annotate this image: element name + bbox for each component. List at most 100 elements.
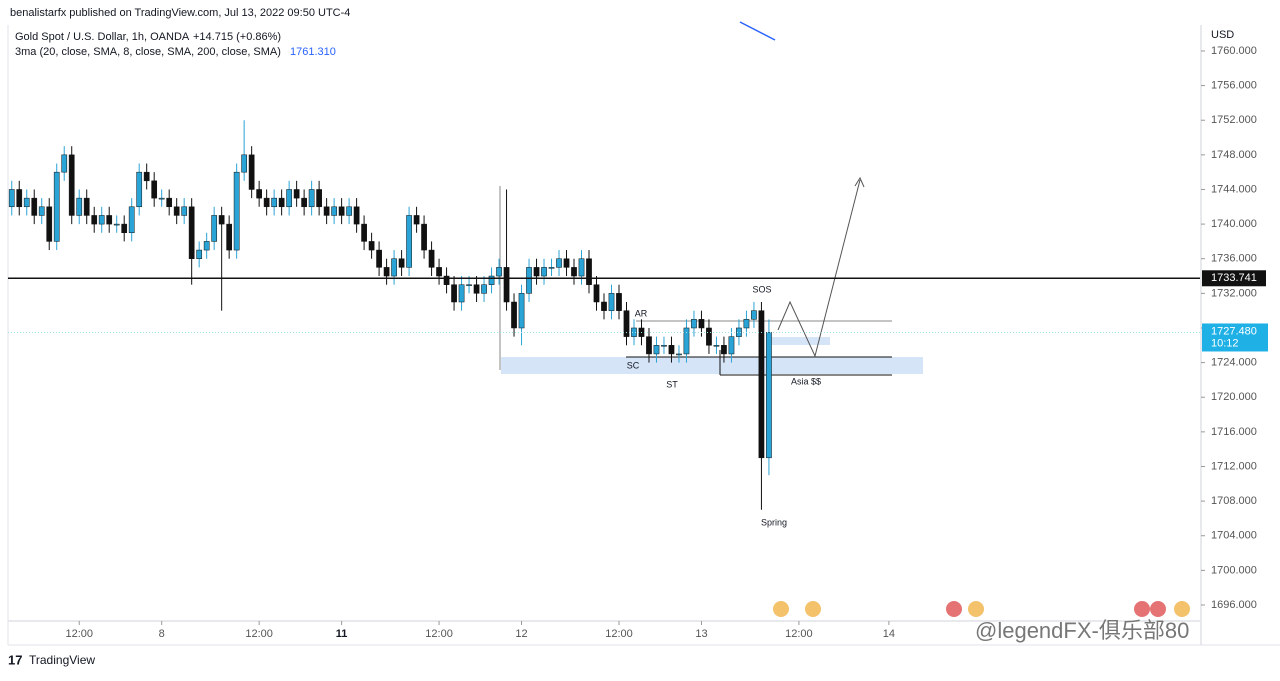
- candle-body: [46, 206, 53, 242]
- candle-body: [533, 267, 540, 277]
- candle-body: [676, 353, 682, 356]
- candle-body: [211, 215, 218, 242]
- watermark: @legendFX-俱乐部80: [975, 618, 1189, 643]
- candle-body: [758, 310, 765, 459]
- zone: [768, 337, 830, 345]
- x-tick-label: 12:00: [425, 628, 453, 640]
- candle-body: [113, 223, 120, 226]
- candle-body: [278, 197, 285, 208]
- x-tick-label: 12:00: [245, 628, 273, 640]
- candle-body: [61, 154, 68, 173]
- candle-body: [653, 345, 660, 355]
- candle-body: [301, 197, 307, 208]
- candle-body: [458, 284, 465, 303]
- last-price-label: 1727.480: [1211, 325, 1257, 337]
- candle-body: [428, 249, 435, 268]
- title: Gold Spot / U.S. Dollar, 1h, OANDA: [15, 31, 190, 43]
- candle-body: [286, 189, 292, 208]
- candle-body: [721, 345, 727, 355]
- candle-body: [241, 154, 248, 173]
- candle-body: [121, 223, 128, 234]
- candle-body: [451, 284, 457, 303]
- candle-body: [391, 258, 397, 277]
- candle-body: [578, 258, 585, 277]
- candle-body: [661, 345, 667, 347]
- annotation: Asia $$: [791, 376, 821, 386]
- candle-body: [698, 319, 705, 329]
- x-tick-label: 12:00: [785, 628, 813, 640]
- candle-body: [616, 293, 622, 311]
- candle-body: [23, 197, 30, 208]
- x-tick-label: 14: [883, 628, 895, 640]
- candle-body: [623, 310, 630, 337]
- x-tick-label: 11: [336, 628, 348, 640]
- currency: USD: [1211, 29, 1234, 41]
- event-icons: [773, 601, 1190, 617]
- candle-body: [728, 336, 735, 355]
- y-tick-label: 1712.000: [1211, 460, 1257, 472]
- y-tick-label: 1756.000: [1211, 80, 1257, 92]
- candle-body: [766, 332, 772, 459]
- ma-line: [739, 21, 776, 41]
- candle-body: [361, 223, 367, 242]
- annotation: Spring: [761, 517, 787, 527]
- candle-body: [196, 249, 203, 259]
- candle-body: [106, 215, 113, 225]
- y-tick-label: 1740.000: [1211, 218, 1257, 230]
- candle-body: [503, 267, 510, 303]
- candle-body: [91, 215, 98, 225]
- y-tick-label: 1760.000: [1211, 45, 1257, 57]
- candle-body: [308, 189, 315, 208]
- price-line-label: 1733.741: [1211, 272, 1257, 284]
- candle-body: [353, 206, 360, 225]
- candle-body: [166, 197, 173, 208]
- candle-body: [481, 284, 487, 294]
- candle-body: [556, 258, 562, 268]
- y-tick-label: 1696.000: [1211, 599, 1257, 611]
- candle-body: [16, 189, 23, 208]
- candle-body: [421, 223, 427, 251]
- x-tick-label: 13: [695, 628, 707, 640]
- candle-body: [736, 327, 742, 337]
- candle-body: [646, 336, 652, 355]
- indicator-value: 1761.310: [290, 46, 336, 58]
- zone: [501, 357, 923, 374]
- candle-body: [136, 171, 143, 208]
- y-tick-label: 1736.000: [1211, 253, 1257, 265]
- candle-body: [526, 267, 532, 294]
- projection-arrow: [777, 179, 861, 358]
- brand: TradingView: [29, 653, 95, 667]
- candle-body: [53, 171, 60, 242]
- y-tick-label: 1744.000: [1211, 183, 1257, 195]
- candle-body: [98, 215, 105, 225]
- x-tick-label: 12:00: [605, 628, 633, 640]
- candle-body: [173, 206, 180, 216]
- y-tick-label: 1704.000: [1211, 530, 1257, 542]
- candle-body: [608, 293, 615, 311]
- candle-body: [331, 206, 337, 216]
- candle-body: [398, 258, 405, 268]
- price-line-box: [1202, 270, 1266, 287]
- y-tick-label: 1716.000: [1211, 426, 1257, 438]
- candle-body: [158, 197, 165, 200]
- candle-body: [413, 215, 420, 225]
- candle-body: [601, 301, 607, 311]
- candle-body: [143, 171, 150, 182]
- candle-body: [203, 241, 210, 251]
- candle-body: [31, 197, 38, 216]
- candle-body: [436, 267, 442, 277]
- y-tick-label: 1732.000: [1211, 287, 1257, 299]
- candle-body: [466, 284, 472, 286]
- candle-body: [293, 189, 300, 199]
- candle-body: [706, 327, 712, 346]
- logo: 17: [8, 652, 22, 667]
- candle-body: [631, 327, 637, 337]
- y-tick-label: 1708.000: [1211, 495, 1257, 507]
- candle-body: [128, 206, 135, 234]
- candle-body: [683, 327, 690, 355]
- annotation: AR: [635, 308, 648, 318]
- annotation: SC: [627, 360, 640, 370]
- candle-body: [406, 215, 412, 268]
